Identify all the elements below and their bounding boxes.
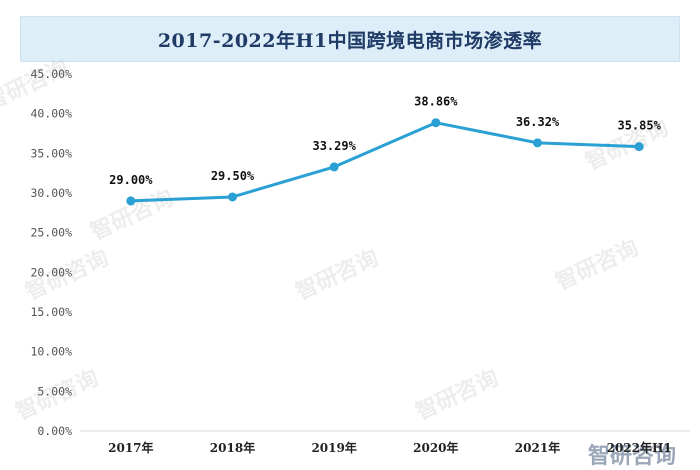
y-tick-label: 0.00% xyxy=(37,424,72,438)
watermark-text: 智研咨询 xyxy=(87,185,178,246)
data-label: 38.86% xyxy=(414,95,458,109)
data-point xyxy=(126,196,136,206)
label-layer: 29.00% 29.50% 33.29% 38.86% 36.32% 35.85% xyxy=(109,95,661,187)
x-tick-label: 2020年 xyxy=(413,440,458,455)
y-tick-label: 5.00% xyxy=(37,384,72,398)
x-tick-label: 2017年 xyxy=(108,440,153,455)
data-label: 29.50% xyxy=(211,169,255,183)
data-point xyxy=(431,118,441,128)
data-label: 33.29% xyxy=(312,139,356,153)
chart-title: 2017-2022年H1中国跨境电商市场渗透率 xyxy=(157,29,543,52)
data-point xyxy=(228,192,237,202)
y-tick-label: 35.00% xyxy=(30,146,72,160)
data-point xyxy=(634,142,644,152)
y-tick-label: 45.00% xyxy=(30,67,72,81)
x-tick-label: 2019年 xyxy=(311,440,356,455)
series-layer xyxy=(126,118,644,206)
y-tick-label: 10.00% xyxy=(30,345,72,359)
watermark-text: 智研咨询 xyxy=(552,235,643,296)
watermark-text: 智研咨询 xyxy=(292,245,383,306)
y-tick-label: 20.00% xyxy=(30,265,72,279)
y-tick-label: 15.00% xyxy=(30,305,72,319)
y-tick-label: 40.00% xyxy=(30,107,72,121)
chart-title-box: 2017-2022年H1中国跨境电商市场渗透率 xyxy=(20,16,680,62)
data-label: 36.32% xyxy=(516,115,560,129)
watermark-corner: 智研咨询 xyxy=(588,443,676,469)
watermark-text: 智研咨询 xyxy=(412,365,503,426)
y-tick-label: 30.00% xyxy=(30,186,72,200)
x-tick-label: 2021年 xyxy=(515,440,560,455)
axes: 0.00% 5.00% 10.00% 15.00% 20.00% 25.00% 30.00%… xyxy=(30,67,690,455)
data-label: 29.00% xyxy=(109,173,153,187)
x-tick-label: 2018年 xyxy=(210,440,255,455)
data-label: 35.85% xyxy=(617,119,661,133)
series-line xyxy=(129,121,641,203)
data-point xyxy=(329,162,339,172)
y-tick-label: 25.00% xyxy=(30,226,72,240)
x-tick-label: 2022年H1 xyxy=(607,440,672,455)
data-point xyxy=(533,138,542,148)
